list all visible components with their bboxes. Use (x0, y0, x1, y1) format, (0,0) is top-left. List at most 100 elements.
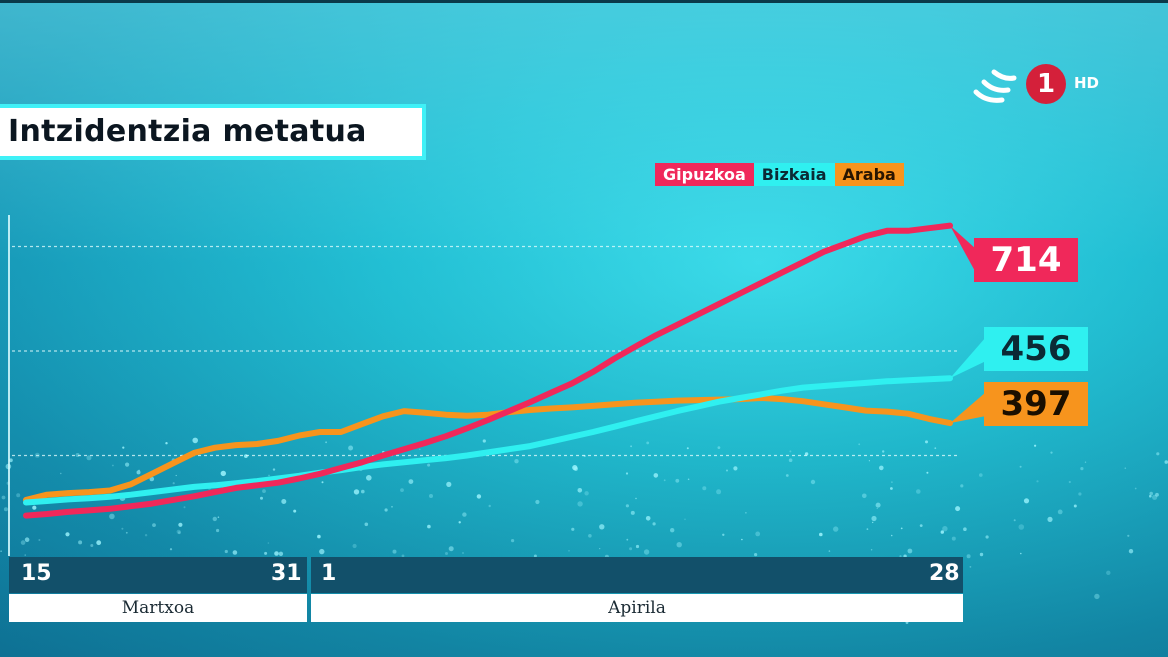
sparkle-dot (900, 527, 903, 530)
sparkle-dot (643, 549, 650, 555)
sparkle-dot (429, 494, 433, 498)
sparkle-dot (985, 535, 989, 539)
sparkle-dot (96, 540, 102, 546)
sparkle-dot (348, 445, 354, 451)
sparkle-dot (862, 493, 867, 499)
sparkle-dot (882, 450, 885, 453)
sparkle-dot (871, 515, 877, 522)
sparkle-dot (217, 516, 220, 518)
sparkle-dot (599, 524, 605, 530)
sparkle-dot (866, 528, 869, 530)
sparkle-dot (577, 501, 583, 507)
sparkle-dot (60, 472, 62, 475)
sparkle-dot (1013, 519, 1016, 522)
sparkle-dot (789, 450, 792, 453)
sparkle-dot (319, 548, 325, 555)
sparkle-dot (571, 527, 575, 531)
sparkle-dot (122, 446, 125, 449)
sparkle-dot (1127, 534, 1130, 537)
sparkle-dot (716, 489, 722, 495)
sparkle-dot (940, 530, 944, 534)
x-tick-mar-end: 31 (271, 561, 302, 586)
sparkle-dot (24, 554, 26, 556)
sparkle-dot (899, 555, 902, 558)
sparkle-dot (963, 527, 967, 531)
sparkle-dot (687, 478, 690, 481)
sparkle-dot (514, 459, 519, 464)
sparkle-dot (392, 549, 397, 554)
sparkle-dot (868, 460, 871, 462)
sparkle-dot (285, 453, 288, 456)
sparkle-dot (755, 531, 761, 537)
sparkle-dot (1094, 593, 1100, 600)
sparkle-dot (890, 487, 893, 490)
x-tick-apr-end: 28 (929, 561, 960, 586)
series-line-bizkaia (23, 375, 953, 506)
sparkle-dot (875, 502, 881, 508)
eitb-swoosh-icon (973, 69, 1017, 103)
end-label-pointer-bizkaia (950, 337, 986, 379)
sparkle-dot (1149, 491, 1153, 496)
sparkle-dot (401, 554, 405, 558)
sparkle-dot (488, 504, 491, 508)
sparkle-dot (858, 443, 861, 446)
sparkle-dot (1073, 504, 1077, 508)
top-border (0, 0, 1168, 3)
sparkle-dot (178, 522, 183, 527)
sparkle-dot (1124, 467, 1127, 470)
sparkle-dot (400, 488, 404, 492)
sparkle-dot (476, 494, 482, 499)
sparkle-dot (1050, 451, 1053, 454)
chart-title-box: Intzidentzia metatua (0, 104, 426, 160)
sparkle-dot (419, 448, 421, 451)
sparkle-dot (109, 513, 115, 520)
month-band-march: Martxoa (9, 594, 307, 622)
sparkle-dot (1023, 498, 1030, 504)
sparkle-dot (1078, 492, 1082, 496)
sparkle-dot (717, 446, 721, 449)
sparkle-dot (588, 534, 592, 538)
x-tick-apr-start: 1 (321, 561, 337, 586)
end-label-bizkaia: 456 (984, 327, 1088, 371)
sparkle-dot (966, 554, 971, 559)
sparkle-dot (175, 474, 177, 477)
sparkle-dot (646, 441, 650, 445)
sparkle-dot (216, 528, 220, 533)
sparkle-dot (149, 476, 155, 482)
sparkle-dot (1134, 487, 1137, 490)
sparkle-dot (384, 508, 388, 512)
sparkle-dot (1047, 516, 1053, 523)
sparkle-dot (960, 484, 964, 488)
month-band-april: Apirila (311, 594, 963, 622)
sparkle-dot (833, 526, 839, 532)
sparkle-dot (361, 489, 365, 494)
sparkle-dot (925, 440, 928, 444)
sparkle-dot (630, 445, 632, 448)
sparkle-dot (653, 473, 659, 478)
sparkle-dot (1152, 494, 1158, 500)
sparkle-dot (810, 479, 816, 485)
sparkle-dot (533, 554, 537, 558)
sparkle-dot (1057, 509, 1063, 515)
sparkle-dot (675, 478, 680, 483)
sparkle-dot (65, 532, 70, 537)
sparkle-dot (90, 544, 94, 547)
channel-logo: 1 HD (972, 62, 1112, 108)
sparkle-dot (804, 452, 809, 456)
sparkle-dot (321, 481, 324, 484)
sparkle-dot (20, 540, 26, 545)
channel-number-badge: 1 (1026, 64, 1066, 104)
sparkle-dot (1149, 494, 1152, 498)
sparkle-dot (178, 531, 181, 535)
sparkle-dot (652, 522, 656, 526)
sparkle-dot (741, 538, 743, 541)
sparkle-dot (645, 516, 651, 521)
end-label-pointer-araba (950, 392, 986, 424)
sparkle-dot (819, 532, 823, 537)
sparkle-dot (352, 543, 357, 549)
end-label-araba: 397 (984, 382, 1088, 426)
sparkle-dot (535, 499, 540, 505)
sparkle-dot (785, 474, 789, 477)
sparkle-dot (684, 518, 686, 521)
